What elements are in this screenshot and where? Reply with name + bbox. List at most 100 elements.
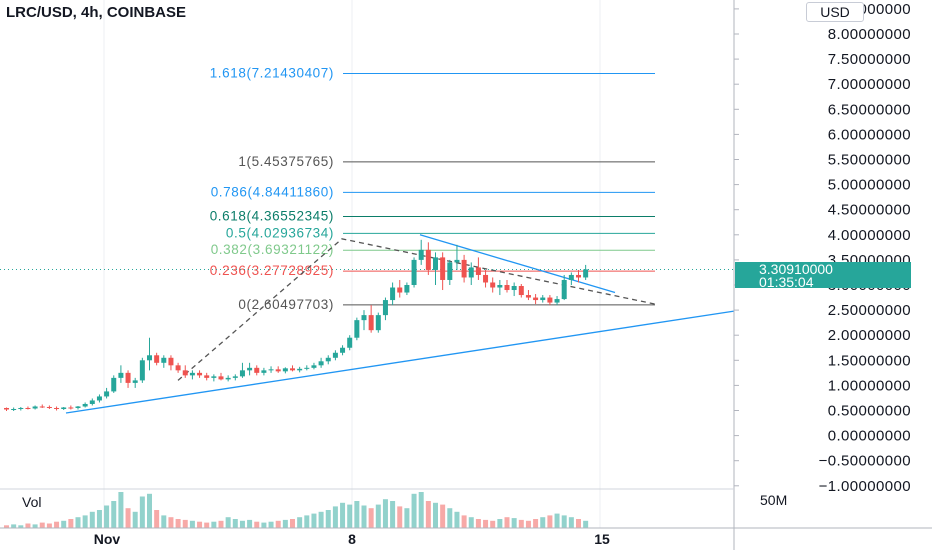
candle-body xyxy=(182,370,188,376)
candle-body xyxy=(125,372,131,383)
volume-bar xyxy=(182,519,188,528)
volume-bar xyxy=(18,525,24,528)
fibonacci-extension: 1.618(7.21430407) 1(5.45375765) 0.786(4.84… xyxy=(210,65,655,312)
volume-bar xyxy=(204,522,210,528)
candle-body xyxy=(583,269,589,278)
y-tick-label: 4.00000000 xyxy=(828,227,911,244)
candle-body xyxy=(375,315,381,331)
candle-body xyxy=(418,249,424,260)
volume-bar xyxy=(375,504,381,528)
last-price: 3.30910000 xyxy=(759,261,833,277)
y-tick-label: −0.50000000 xyxy=(819,453,911,470)
volume-bar xyxy=(39,522,45,528)
candle-body xyxy=(175,365,181,371)
volume-bar xyxy=(25,523,31,528)
candle-body xyxy=(232,376,238,378)
bar-countdown: 01:35:04 xyxy=(759,274,814,290)
candle-body xyxy=(211,376,217,378)
volume-bar xyxy=(290,519,295,528)
volume-bar xyxy=(275,520,281,528)
candle-body xyxy=(75,406,81,408)
candle-body xyxy=(447,262,453,280)
candle-body xyxy=(533,297,539,301)
volume-bar xyxy=(390,501,396,528)
candle-body xyxy=(54,407,60,409)
y-tick-label: 7.00000000 xyxy=(828,76,911,93)
last-price-tag: 3.30910000 01:35:04 xyxy=(735,261,911,290)
volume-bar xyxy=(504,517,510,528)
volume-bar xyxy=(311,513,317,528)
volume-bar xyxy=(561,515,567,528)
candle-body xyxy=(354,320,360,338)
candle-body xyxy=(268,369,274,371)
volume-bar xyxy=(247,519,253,528)
volume-bar xyxy=(4,525,9,528)
volume-bar xyxy=(147,493,152,528)
candle-body xyxy=(382,300,388,316)
candle-body xyxy=(282,368,288,372)
candle-body xyxy=(297,368,303,371)
y-tick-label: 5.00000000 xyxy=(828,177,911,194)
y-tick-label: 6.00000000 xyxy=(828,126,911,143)
volume-bar xyxy=(82,515,88,528)
candle-body xyxy=(304,367,310,369)
candle-body xyxy=(340,347,346,353)
volume-bar xyxy=(318,511,324,528)
candle-body xyxy=(568,274,574,280)
candle-body xyxy=(368,315,374,331)
volume-bar xyxy=(547,515,553,528)
volume-bar xyxy=(583,520,589,528)
candle-body xyxy=(225,377,231,380)
volume-bar xyxy=(68,519,74,528)
candle-body xyxy=(46,406,52,408)
y-tick-label: 7.50000000 xyxy=(828,51,911,68)
candle-body xyxy=(454,259,460,263)
candle-body xyxy=(290,368,295,371)
volume-bar xyxy=(61,520,67,528)
candle-body xyxy=(168,357,174,366)
trend-projection xyxy=(177,238,656,381)
candle-body xyxy=(11,408,17,410)
currency-button[interactable]: USD xyxy=(806,2,864,22)
volume-bars xyxy=(4,492,589,528)
volume-bar xyxy=(225,517,231,528)
volume-bar xyxy=(511,518,517,528)
candle-body xyxy=(147,355,152,361)
y-tick-label: 4.50000000 xyxy=(828,202,911,219)
candle-body xyxy=(361,315,367,321)
volume-bar xyxy=(483,519,489,528)
candle-body xyxy=(118,372,124,378)
volume-bar xyxy=(132,511,138,528)
candle-body xyxy=(397,287,403,293)
volume-bar xyxy=(525,520,531,528)
x-tick-label: Nov xyxy=(94,531,121,547)
y-tick-label: −1.00000000 xyxy=(819,478,911,495)
descending-trendline xyxy=(419,234,616,294)
volume-bar xyxy=(46,523,52,528)
volume-bar xyxy=(232,519,238,528)
volume-bar xyxy=(111,501,117,528)
candle-body xyxy=(325,357,331,362)
candle-body xyxy=(32,406,38,409)
candle-body xyxy=(547,297,553,303)
volume-bar xyxy=(197,521,203,528)
volume-bar xyxy=(347,504,353,528)
volume-bar xyxy=(125,508,131,528)
fib-level-label: 0.5(4.02936734) xyxy=(226,225,334,240)
candle-body xyxy=(154,355,160,363)
candle-body xyxy=(347,337,353,348)
y-tick-label: 6.50000000 xyxy=(828,101,911,118)
y-tick-label: 2.50000000 xyxy=(828,302,911,319)
volume-bar xyxy=(218,520,224,528)
candle-body xyxy=(404,285,410,293)
volume-bar xyxy=(175,519,181,528)
time-axis: Nov 8 15 xyxy=(94,531,610,547)
candle-body xyxy=(468,267,474,278)
chart-title: LRC/USD, 4h, COINBASE xyxy=(6,4,187,21)
candle-body xyxy=(82,403,88,407)
candle-body xyxy=(332,352,338,358)
candle-body xyxy=(511,286,517,291)
volume-bar xyxy=(168,517,174,528)
candle-body xyxy=(239,370,245,377)
candle-body xyxy=(440,257,446,280)
